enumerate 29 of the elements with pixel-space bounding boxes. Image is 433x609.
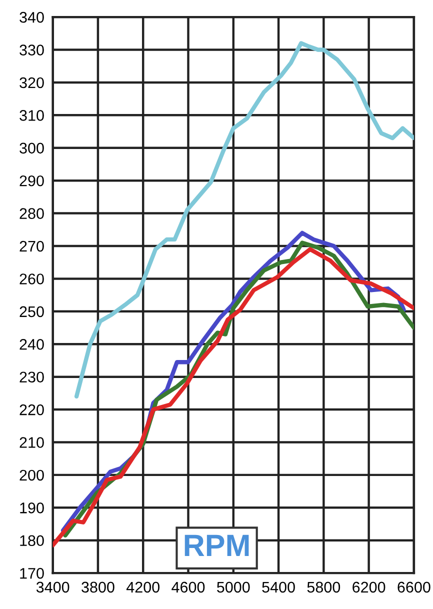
- y-tick-label: 180: [20, 535, 44, 546]
- x-tick-label: 3400: [36, 582, 70, 593]
- y-tick-label: 190: [20, 502, 44, 514]
- y-tick-label: 280: [20, 208, 44, 219]
- x-tick-label: 5000: [217, 582, 250, 593]
- y-tick-label: 260: [20, 274, 44, 284]
- x-tick-label: 3800: [82, 582, 114, 593]
- x-tick-label: 4600: [172, 582, 205, 593]
- annotation: RPM: [184, 534, 249, 556]
- y-tick-label: 210: [20, 437, 44, 448]
- y-tick-label: 230: [20, 372, 44, 383]
- y-tick-label: 270: [20, 240, 44, 252]
- line-series: [74, 41, 414, 399]
- y-tick-label: 330: [20, 44, 44, 56]
- y-tick-label: 220: [20, 404, 44, 416]
- y-tick-label: 340: [20, 12, 44, 23]
- x-tick-label: 5400: [262, 582, 295, 593]
- y-tick-label: 200: [20, 470, 44, 481]
- y-tick-label: 250: [20, 306, 44, 318]
- y-tick-label: 290: [20, 175, 44, 186]
- y-tick-label: 320: [20, 77, 44, 88]
- y-tick-label: 170: [20, 568, 44, 579]
- x-tick-label: 6200: [352, 582, 386, 593]
- y-tick-label: 310: [20, 110, 44, 121]
- y-tick-label: 240: [20, 338, 44, 350]
- x-tick-label: 5800: [307, 582, 340, 593]
- y-tick-label: 300: [20, 142, 44, 154]
- x-tick-label: 6600: [398, 582, 430, 593]
- x-tick-label: 4200: [126, 582, 160, 593]
